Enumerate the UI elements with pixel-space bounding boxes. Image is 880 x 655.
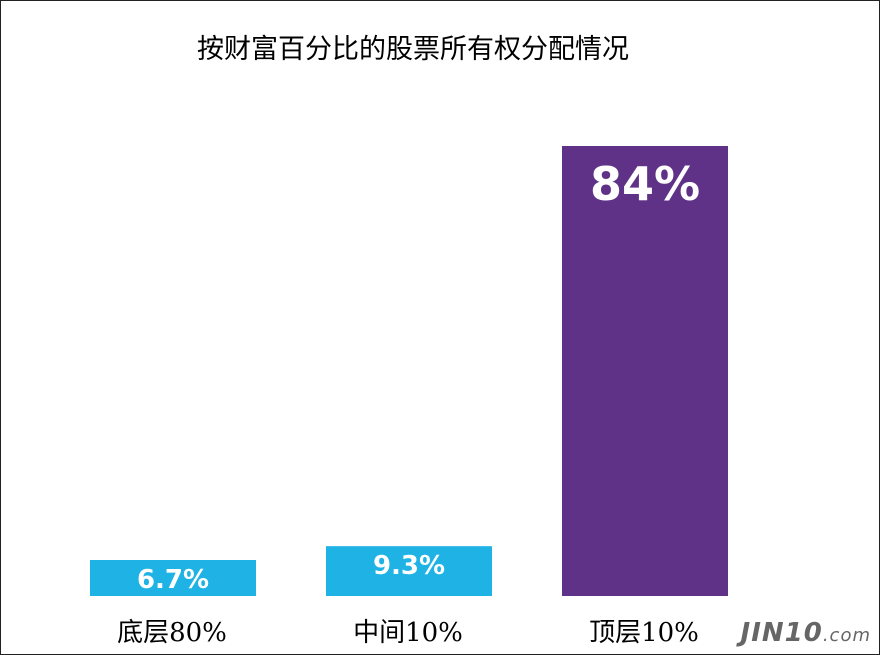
bar-1	[90, 560, 256, 596]
category-label-2: 中间10%	[353, 618, 463, 648]
value-label-3: 84%	[590, 157, 700, 211]
jin10-watermark: JIN10.com	[741, 618, 871, 648]
bar-3	[562, 146, 728, 596]
category-label-3: 顶层10%	[589, 618, 699, 648]
bar-2	[326, 546, 492, 596]
value-label-1: 6.7%	[137, 565, 209, 595]
bars-group: 6.7% 底层80% 9.3% 中间10% 84% 顶层10%	[90, 146, 728, 648]
chart-title: 按财富百分比的股票所有权分配情况	[197, 34, 629, 65]
watermark-domain: .com	[822, 625, 871, 646]
category-label-1: 底层80%	[117, 618, 227, 648]
watermark-main: JIN10	[740, 618, 823, 648]
value-label-2: 9.3%	[373, 551, 445, 581]
